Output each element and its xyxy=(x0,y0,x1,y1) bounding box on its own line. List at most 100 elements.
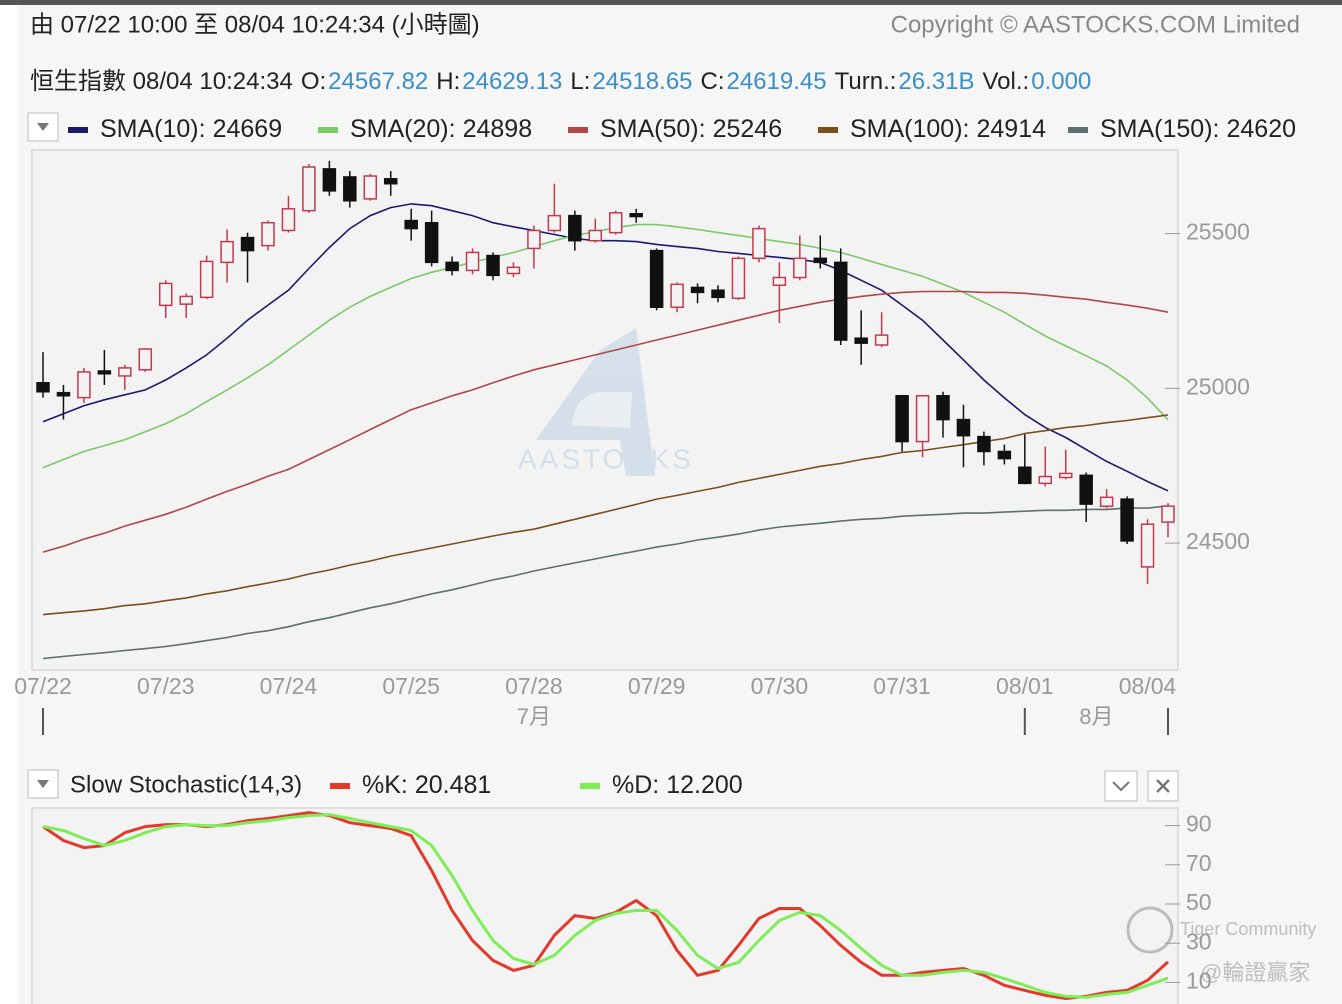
watermark-logo: AASTOCKS xyxy=(518,328,694,476)
legend-swatch xyxy=(330,783,350,789)
quote-label: Vol.: xyxy=(983,68,1030,95)
candle-body xyxy=(588,229,603,242)
candle-body xyxy=(690,286,705,294)
stoch-plot xyxy=(31,807,1179,1004)
legend-label: SMA(100): 24914 xyxy=(850,115,1046,143)
candle-body xyxy=(813,257,828,264)
legend-swatch xyxy=(818,127,838,133)
legend-name: SMA(50): xyxy=(600,115,706,143)
candle-body xyxy=(199,260,214,299)
legend-name: %D: xyxy=(612,771,659,799)
series-line xyxy=(42,290,1169,553)
dropdown-arrow xyxy=(37,780,49,788)
dropdown-arrow xyxy=(37,123,49,131)
collapse-button[interactable] xyxy=(1104,770,1138,802)
legend-swatch xyxy=(580,783,600,789)
candle-body xyxy=(465,251,480,272)
candle-body xyxy=(977,435,991,453)
close-icon xyxy=(1156,779,1170,793)
candle-body xyxy=(424,221,439,264)
candle-body xyxy=(179,295,193,305)
x-tick-label: 07/23 xyxy=(137,673,195,699)
candle-body xyxy=(1161,505,1175,523)
stoch-title: Slow Stochastic(14,3) xyxy=(70,771,302,798)
candle-body xyxy=(793,257,807,279)
candle-body xyxy=(97,370,112,375)
y-tick-label: 10 xyxy=(1186,967,1212,993)
legend-name: SMA(20): xyxy=(350,115,456,143)
series-line xyxy=(42,505,1169,660)
legend-swatch xyxy=(318,127,338,133)
legend-label: SMA(10): 24669 xyxy=(100,115,282,143)
candle-body xyxy=(854,337,868,344)
candle-body xyxy=(772,276,787,287)
candle-body xyxy=(343,176,357,202)
candle-body xyxy=(445,261,459,272)
y-tick-label: 25500 xyxy=(1186,219,1250,245)
quote-label: O: xyxy=(301,68,326,95)
quote-label: Turn.: xyxy=(835,68,897,95)
candle-body xyxy=(1038,475,1053,485)
legend-name: SMA(150): xyxy=(1100,115,1219,143)
legend-value: 24898 xyxy=(463,115,533,143)
legend-swatch xyxy=(568,127,588,133)
legend-name: SMA(10): xyxy=(100,115,206,143)
legend-value: 25246 xyxy=(713,115,783,143)
candle-body xyxy=(158,282,173,307)
x-tick-label: 08/04 xyxy=(1119,673,1177,699)
candle-body xyxy=(629,213,643,218)
candle-body xyxy=(322,168,337,192)
range-title: 由 07/22 10:00 至 08/04 10:24:34 (小時圖) xyxy=(30,11,480,38)
candle-body xyxy=(506,266,521,275)
chevron xyxy=(1112,781,1130,792)
legend-value: 20.481 xyxy=(415,771,491,799)
candle-body xyxy=(956,418,971,437)
watermark-text: AASTOCKS xyxy=(518,443,694,474)
candle-body xyxy=(568,214,582,242)
legend-label: %K: 20.481 xyxy=(362,771,491,799)
candle-body xyxy=(383,178,398,185)
candle-body xyxy=(874,334,889,346)
logo-inner xyxy=(572,392,632,428)
x-tick-label: 08/01 xyxy=(996,673,1054,699)
candle-body xyxy=(363,175,378,200)
legend-label: SMA(150): 24620 xyxy=(1100,115,1296,143)
quote-value: 0.000 xyxy=(1031,68,1091,95)
candle-body xyxy=(77,371,91,399)
quote-value: 24518.65 xyxy=(592,68,692,95)
x-tick-label: 07/24 xyxy=(260,673,318,699)
watermark-text: Tiger Community xyxy=(1180,919,1316,939)
candle-body xyxy=(220,240,234,264)
legend-value: 24620 xyxy=(1226,115,1296,143)
legend-value: 12.200 xyxy=(666,771,742,799)
candle-body xyxy=(915,395,930,443)
candle-body xyxy=(670,283,684,308)
candle-body xyxy=(1140,523,1155,568)
series-line xyxy=(42,223,1169,469)
x-tick-label: 07/25 xyxy=(382,673,440,699)
watermark-text: @輪證贏家 xyxy=(1200,960,1310,985)
candle-body xyxy=(36,382,50,393)
legend-name: SMA(100): xyxy=(850,115,969,143)
quote-label: C: xyxy=(701,68,725,95)
quote-value: 24567.82 xyxy=(328,68,428,95)
candle-body xyxy=(649,249,664,308)
candle-body xyxy=(118,367,132,377)
y-tick-label: 50 xyxy=(1186,889,1212,915)
quote-value: 24619.45 xyxy=(727,68,827,95)
legend-label: SMA(20): 24898 xyxy=(350,115,532,143)
y-tick-label: 30 xyxy=(1186,928,1212,954)
x-tick-label: 07/29 xyxy=(628,673,686,699)
month-label: 7月 xyxy=(517,704,551,729)
candle-body xyxy=(281,208,296,232)
legend-value: 24669 xyxy=(213,115,283,143)
candle-body xyxy=(1120,498,1134,542)
legend-label: %D: 12.200 xyxy=(612,771,743,799)
quote-label: H: xyxy=(436,68,460,95)
x-tick-label: 07/22 xyxy=(14,673,72,699)
candle-body xyxy=(936,395,950,421)
candle-body xyxy=(527,229,541,250)
y-tick-label: 25000 xyxy=(1186,373,1250,399)
candle-body xyxy=(1058,472,1073,479)
